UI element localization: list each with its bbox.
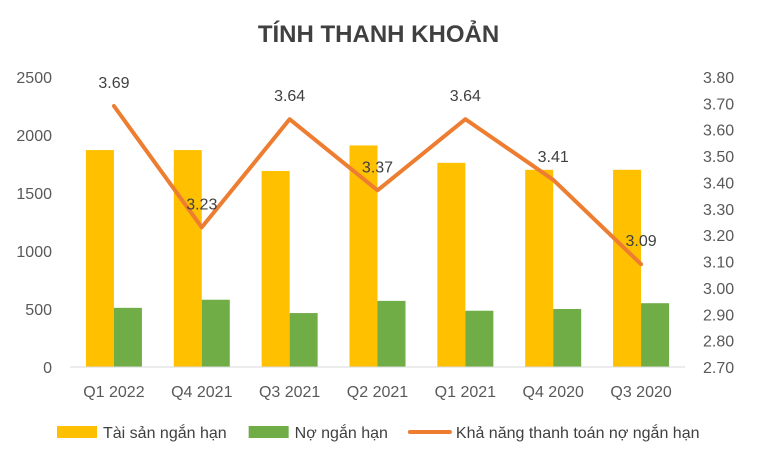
y-right-tick-label: 3.70 xyxy=(703,96,734,113)
y-left-tick-label: 500 xyxy=(25,302,52,319)
bar-no-6 xyxy=(641,303,670,367)
y-right-tick-label: 2.90 xyxy=(703,307,734,324)
line-data-label: 3.23 xyxy=(186,196,217,213)
x-tick-label: Q3 2020 xyxy=(610,384,671,401)
line-data-label: 3.37 xyxy=(362,159,393,176)
line-data-label: 3.64 xyxy=(274,88,305,105)
y-left-tick-label: 1000 xyxy=(16,244,52,261)
x-tick-label: Q1 2022 xyxy=(83,384,144,401)
y-right-tick-label: 3.50 xyxy=(703,149,734,166)
x-tick-label: Q1 2021 xyxy=(435,384,496,401)
line-data-label: 3.09 xyxy=(626,233,657,250)
line-data-label: 3.64 xyxy=(450,88,481,105)
bar-no-4 xyxy=(465,310,494,367)
legend-label-1: Nợ ngắn hạn xyxy=(295,423,388,442)
y-right-tick-label: 3.80 xyxy=(703,70,734,87)
y-right-tick-label: 3.40 xyxy=(703,175,734,192)
y-right-tick-label: 3.10 xyxy=(703,255,734,272)
y-right-tick-label: 2.80 xyxy=(703,334,734,351)
y-left-tick-label: 0 xyxy=(43,360,52,377)
bar-tai-san-3 xyxy=(349,145,378,367)
axes-layer: Q1 2022 Q4 2021 Q3 2021 Q2 2021 Q1 2021 Q4 20… xyxy=(16,70,734,401)
line-layer: 3.69 3.23 3.64 3.37 3.64 3.41 3.09 xyxy=(98,75,657,267)
bar-tai-san-0 xyxy=(85,150,114,367)
legend-label-0: Tài sản ngắn hạn xyxy=(103,423,227,442)
bar-no-3 xyxy=(377,300,406,367)
x-tick-label: Q4 2020 xyxy=(523,384,584,401)
legend: Tài sản ngắn hạn Nợ ngắn hạn Khả năng than… xyxy=(57,423,699,442)
bar-tai-san-1 xyxy=(173,150,202,367)
bar-no-0 xyxy=(113,307,142,367)
x-tick-label: Q4 2021 xyxy=(171,384,232,401)
x-tick-label: Q3 2021 xyxy=(259,384,320,401)
bar-tai-san-2 xyxy=(261,170,290,367)
liquidity-line xyxy=(111,104,644,267)
bar-tai-san-5 xyxy=(525,169,554,367)
y-right-tick-label: 3.20 xyxy=(703,228,734,245)
y-right-tick-label: 3.60 xyxy=(703,123,734,140)
y-left-tick-label: 2500 xyxy=(16,70,52,87)
line-data-label: 3.69 xyxy=(98,75,129,92)
legend-label-2: Khả năng thanh toán nợ ngắn hạn xyxy=(456,423,700,442)
x-tick-label: Q2 2021 xyxy=(347,384,408,401)
line-data-label: 3.41 xyxy=(538,149,569,166)
bar-no-5 xyxy=(553,309,582,367)
y-right-tick-label: 3.30 xyxy=(703,202,734,219)
legend-swatch-0 xyxy=(57,426,97,438)
y-right-tick-label: 3.00 xyxy=(703,281,734,298)
y-left-tick-label: 1500 xyxy=(16,186,52,203)
bars-layer xyxy=(85,145,670,367)
bar-tai-san-4 xyxy=(437,162,466,367)
bar-no-2 xyxy=(289,313,318,367)
bar-tai-san-6 xyxy=(613,169,642,367)
chart-title: TÍNH THANH KHOẢN xyxy=(258,19,499,48)
y-left-tick-label: 2000 xyxy=(16,128,52,145)
legend-swatch-1 xyxy=(248,426,289,438)
bar-no-1 xyxy=(201,299,230,367)
y-right-tick-label: 2.70 xyxy=(703,360,734,377)
